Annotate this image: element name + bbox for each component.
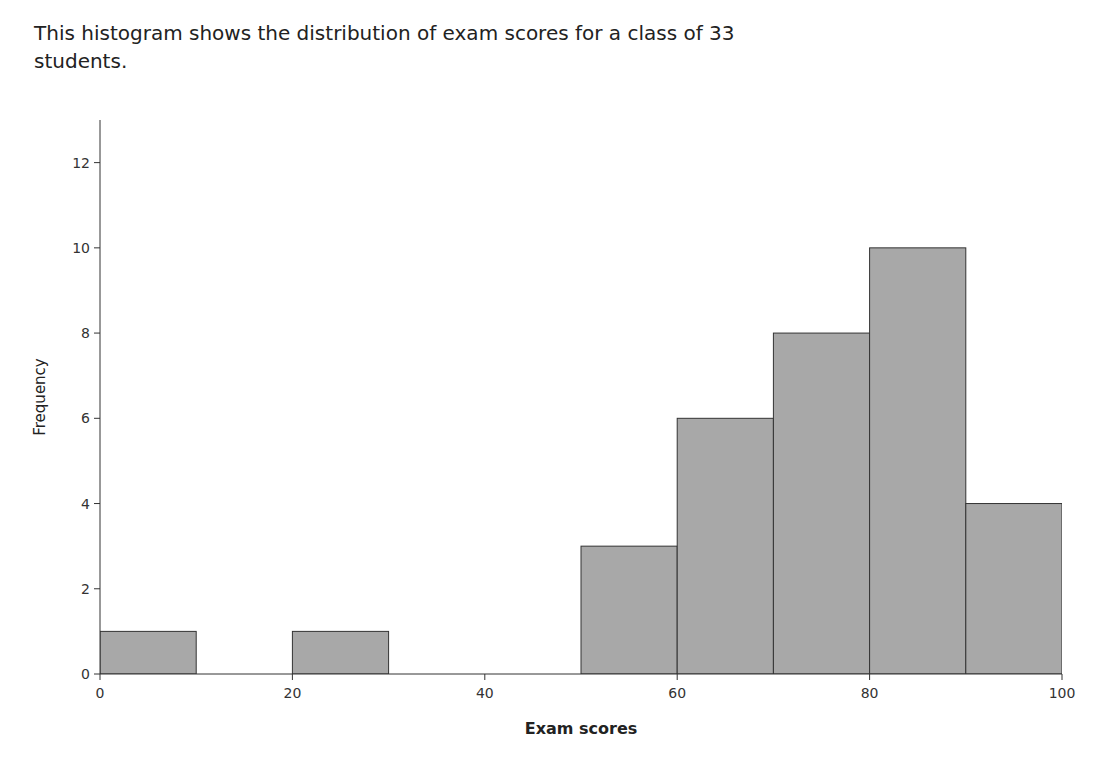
histogram-bar [966,504,1062,674]
x-tick [292,674,293,680]
y-tick [94,674,100,675]
x-tick-label: 80 [861,685,879,701]
histogram-bar [773,333,869,674]
y-tick-label: 10 [72,240,90,256]
x-axis-line [100,674,1062,675]
y-tick-label: 8 [81,325,90,341]
y-tick-label: 0 [81,666,90,682]
chart: This histogram shows the distribution of… [0,0,1112,764]
y-tick [94,333,100,334]
y-tick-label: 2 [81,581,90,597]
histogram-bar [100,631,196,674]
histogram-bar [581,546,677,674]
x-tick [677,674,678,680]
y-tick [94,247,100,248]
x-tick-label: 60 [668,685,686,701]
x-tick-label: 40 [476,685,494,701]
axes: 0 20 40 60 80 100 0 2 4 6 8 10 12 [72,120,1075,701]
histogram-bar [292,631,388,674]
y-tick-label: 12 [72,155,90,171]
y-tick [94,503,100,504]
x-tick [1062,674,1063,680]
title-line: students. [34,49,127,73]
y-axis-label: Frequency [31,358,49,436]
y-tick [94,162,100,163]
y-tick-label: 6 [81,410,90,426]
x-axis-label: Exam scores [525,719,638,738]
x-tick-label: 0 [96,685,105,701]
title: This histogram shows the distribution of… [33,21,735,73]
x-tick-label: 20 [283,685,301,701]
x-tick-label: 100 [1049,685,1076,701]
y-tick [94,588,100,589]
histogram-bar [870,248,966,674]
x-tick [100,674,101,680]
bars [100,248,1062,674]
chart-container: This histogram shows the distribution of… [0,0,1112,764]
x-tick [869,674,870,680]
histogram-bar [677,418,773,674]
title-line: This histogram shows the distribution of… [33,21,735,45]
y-tick [94,418,100,419]
y-tick-label: 4 [81,496,90,512]
x-tick [484,674,485,680]
y-axis-line [100,120,101,674]
